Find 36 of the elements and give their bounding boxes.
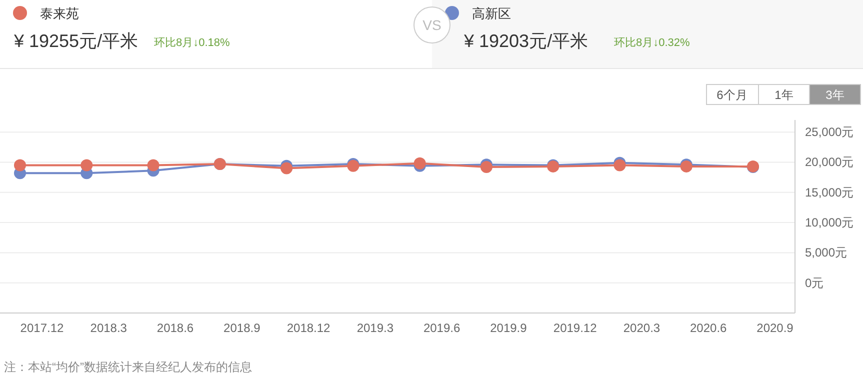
point bbox=[280, 162, 293, 174]
point bbox=[147, 159, 160, 172]
x-tick-label: 2018.9 bbox=[224, 321, 261, 335]
text: 1年 bbox=[774, 88, 794, 102]
y-tick-label: 20,000元 bbox=[805, 155, 854, 170]
point bbox=[14, 159, 26, 172]
legend-label: 泰来苑 bbox=[40, 6, 79, 21]
x-tick-label: 2018.6 bbox=[156, 321, 194, 335]
x-tick-label: 2018.12 bbox=[286, 321, 331, 335]
text: 环比8月↓0.18% bbox=[154, 36, 230, 49]
x-tick-label: 2019.12 bbox=[553, 321, 598, 335]
text: ¥ 19203元/平米 bbox=[463, 31, 588, 51]
point bbox=[414, 157, 426, 170]
text: ¥ 19255元/平米 bbox=[13, 31, 138, 51]
text: 环比8月↓0.32% bbox=[614, 36, 690, 49]
x-tick-label: 2020.3 bbox=[623, 321, 660, 335]
y-tick-label: 25,000元 bbox=[805, 125, 854, 140]
x-tick-label: 2019.9 bbox=[490, 321, 528, 335]
x-tick-label: 2020.9 bbox=[756, 321, 794, 335]
x-tick-label: 2019.6 bbox=[423, 321, 460, 335]
y-tick-label: 10,000元 bbox=[805, 216, 854, 230]
y-tick-label: 15,000元 bbox=[805, 185, 854, 200]
point bbox=[614, 159, 626, 172]
y-tick-label: 5,000元 bbox=[805, 246, 848, 260]
x-tick-label: 2018.3 bbox=[90, 321, 128, 335]
point bbox=[480, 161, 492, 174]
x-tick-label: 2017.12 bbox=[20, 321, 64, 335]
text: 3年 bbox=[826, 88, 844, 102]
y-tick-label: 0元 bbox=[805, 276, 824, 290]
x-tick-label: 2019.3 bbox=[356, 321, 394, 335]
text: 6个月 bbox=[716, 88, 748, 102]
point bbox=[80, 159, 93, 172]
x-tick-label: 2020.6 bbox=[690, 321, 728, 335]
legend-label: 高新区 bbox=[472, 6, 511, 21]
text: 注：本站“均价”数据统计来自经纪人发布的信息 bbox=[4, 360, 252, 374]
text: VS bbox=[422, 17, 442, 33]
